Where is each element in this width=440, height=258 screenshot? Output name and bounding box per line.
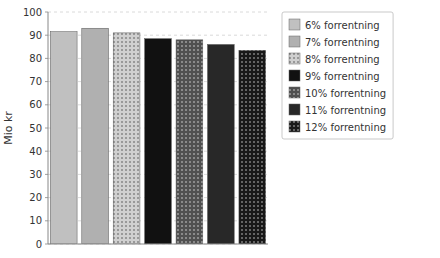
bar [208,44,235,244]
tick-label: 60 [29,99,42,110]
x-axis [48,244,268,245]
bar [50,32,77,244]
tick-label: 90 [29,30,42,41]
legend-swatch [289,70,300,81]
grid-line [48,12,268,13]
grid-line [48,35,268,36]
legend-label: 8% forrentning [305,54,380,65]
bars [50,28,265,244]
bar [239,50,266,244]
tick-label: 40 [29,146,42,157]
legend-swatch [289,19,300,30]
tick-label: 50 [29,123,42,134]
bar-hatch [176,40,203,244]
legend-swatch-hatch [289,121,300,132]
tick-label: 70 [29,76,42,87]
bar [145,39,172,244]
bar [113,33,140,244]
tick-label: 80 [29,53,42,64]
legend-label: 10% forrentning [305,88,386,99]
legend-label: 12% forrentning [305,122,386,133]
legend-swatch [289,87,300,98]
tick-label: 20 [29,192,42,203]
bar-hatch [113,33,140,244]
tick-label: 100 [23,7,42,18]
bar [82,28,109,244]
bar [176,40,203,244]
grid-line [48,244,268,245]
legend-swatch [289,53,300,64]
tick-label: 10 [29,215,42,226]
axis-label: Mio kr [2,111,15,145]
legend-frame [282,12,393,139]
legend-swatch [289,121,300,132]
legend-swatch [289,36,300,47]
chart: 0 10 20 30 40 50 60 70 80 90 100 Mio kr 6% forrentni… [0,0,440,258]
legend-label: 11% forrentning [305,105,386,116]
tick-label: 30 [29,169,42,180]
legend: 6% forrentning 7% forrentning 8% forrentni… [282,12,393,139]
legend-swatch-hatch [289,87,300,98]
bar-hatch [239,50,266,244]
tick-label: 0 [36,239,42,250]
legend-label: 7% forrentning [305,37,380,48]
legend-swatch-hatch [289,53,300,64]
legend-label: 6% forrentning [305,20,380,31]
legend-label: 9% forrentning [305,71,380,82]
y-axis [48,12,49,244]
legend-swatch [289,104,300,115]
